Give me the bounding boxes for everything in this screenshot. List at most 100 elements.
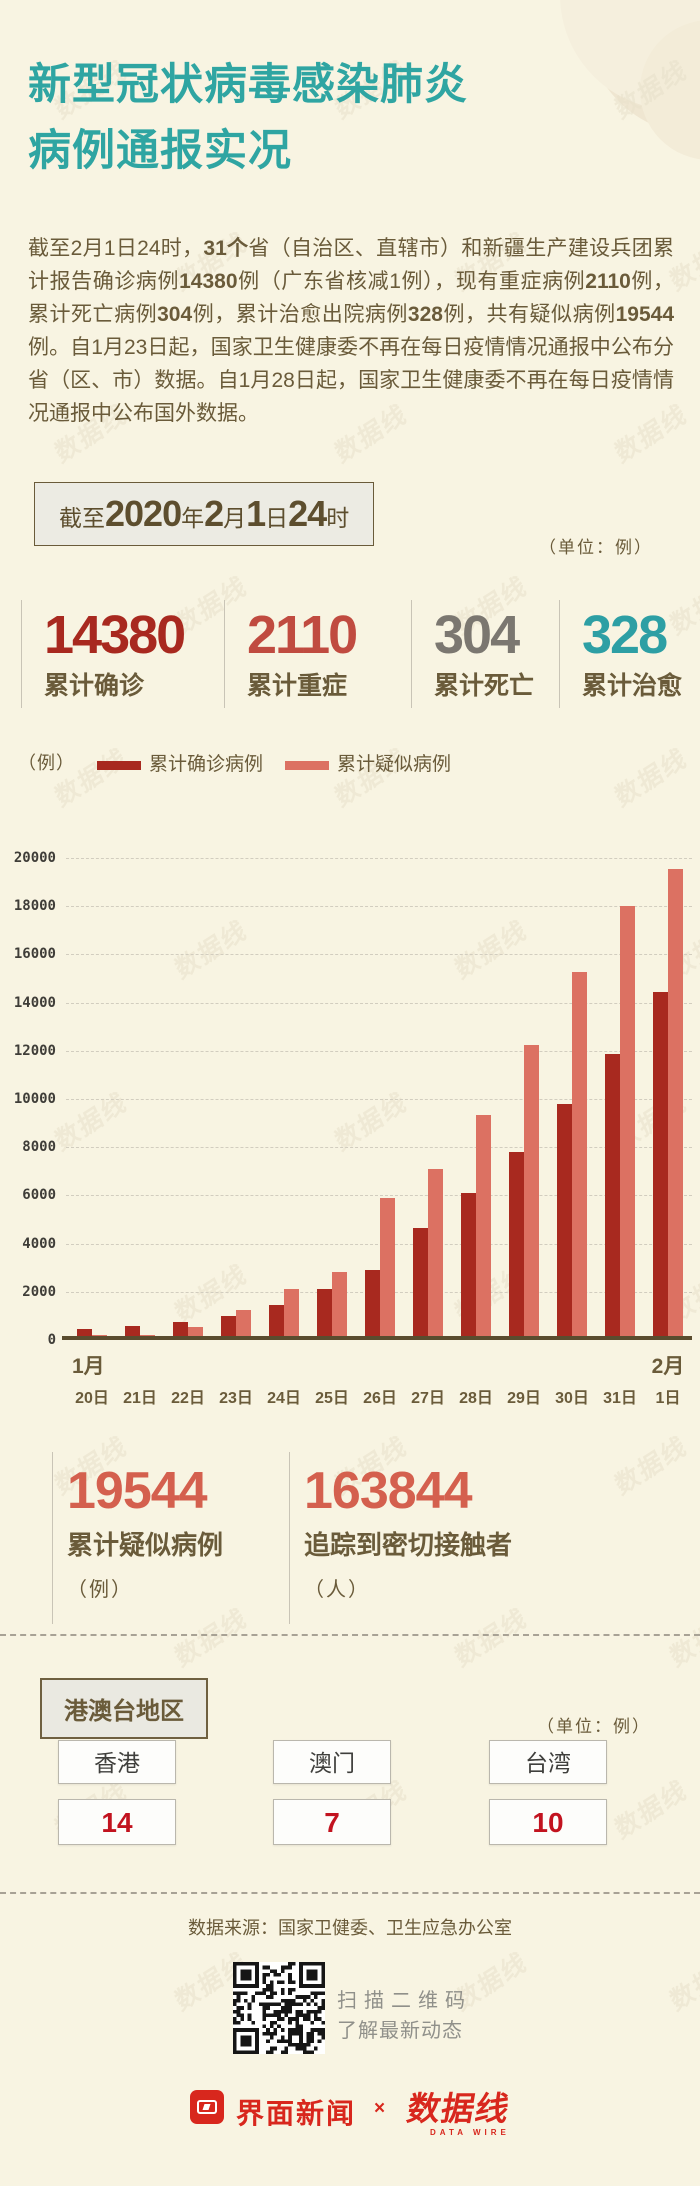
brand-datawire-logo: 数据线 bbox=[404, 2090, 513, 2127]
bar-group-28日 bbox=[452, 858, 500, 1336]
intro-text: 例，共有疑似病例 bbox=[442, 303, 616, 326]
region-name-台湾: 台湾 bbox=[489, 1740, 607, 1784]
day-label-26日: 26日 bbox=[363, 1390, 397, 1407]
banner-number: 1 bbox=[246, 493, 266, 534]
unit-note-hmt: （单位：例） bbox=[537, 1717, 651, 1736]
stat-label: 累计死亡 bbox=[434, 672, 535, 700]
intro-text: 例，累计治愈出院病例 bbox=[192, 303, 408, 326]
bar-suspected-24日 bbox=[284, 1289, 299, 1336]
bar-suspected-27日 bbox=[428, 1169, 443, 1336]
bar-group-27日 bbox=[404, 858, 452, 1336]
bar-suspected-28日 bbox=[476, 1115, 491, 1336]
qr-pattern bbox=[233, 1962, 325, 2054]
bar-confirmed-30日 bbox=[557, 1104, 572, 1336]
banner-number: 24 bbox=[288, 493, 327, 534]
bar-confirmed-24日 bbox=[269, 1305, 284, 1336]
day-label-30日: 30日 bbox=[555, 1390, 589, 1407]
bar-group-26日 bbox=[356, 858, 404, 1336]
gridline-10000 bbox=[66, 1099, 692, 1100]
stat-value: 2110 bbox=[247, 605, 358, 665]
y-tick-16000: 16000 bbox=[13, 946, 56, 963]
y-tick-6000: 6000 bbox=[22, 1187, 56, 1204]
legend-swatch bbox=[285, 760, 330, 770]
intro-text: 截至2月1日24时， bbox=[28, 237, 204, 260]
secondary-stat-label: 累计疑似病例 bbox=[67, 1530, 224, 1560]
y-tick-8000: 8000 bbox=[22, 1139, 56, 1156]
bar-group-23日 bbox=[212, 858, 260, 1336]
day-label-25日: 25日 bbox=[315, 1390, 349, 1407]
secondary-stat-value: 19544 bbox=[67, 1462, 208, 1520]
legend-swatch bbox=[97, 760, 141, 770]
gridline-14000 bbox=[66, 1002, 692, 1004]
day-label-27日: 27日 bbox=[411, 1390, 445, 1407]
brand-datawire-sub: DATA WIRE bbox=[430, 2128, 510, 2137]
divider-dashed bbox=[0, 1892, 700, 1894]
day-label-29日: 29日 bbox=[507, 1390, 541, 1407]
gridline-16000 bbox=[66, 954, 692, 956]
stat-value: 14380 bbox=[44, 605, 186, 665]
unit-note-top: （单位：例） bbox=[539, 538, 653, 557]
intro-text: 例（广东省核减1例），现有重症病例 bbox=[237, 270, 586, 293]
bar-suspected-25日 bbox=[332, 1271, 347, 1336]
x-axis-labels: 20日 21日 22日 23日 24日 25日 26日 27日 28日 29日 30日 31日 1日 bbox=[68, 1384, 692, 1408]
y-tick-14000: 14000 bbox=[13, 994, 56, 1011]
region-value-澳门: 7 bbox=[273, 1799, 391, 1845]
intro-highlight: 2110 bbox=[585, 270, 631, 293]
bar-suspected-30日 bbox=[572, 971, 587, 1336]
bar-suspected-26日 bbox=[380, 1197, 395, 1336]
secondary-stat-累计疑似病例: 19544 累计疑似病例 （例） bbox=[52, 1452, 282, 1624]
month-label-jan: 1月 bbox=[72, 1355, 105, 1378]
bar-suspected-22日 bbox=[188, 1326, 203, 1336]
intro-highlight: 14380 bbox=[179, 270, 238, 293]
day-label-28日: 28日 bbox=[459, 1390, 493, 1407]
page-title-line2: 病例通报实况 bbox=[28, 127, 292, 175]
stat-label: 累计治愈 bbox=[582, 672, 683, 700]
intro-text: 省（自治区、直辖市）和新疆生产建设兵团累计报告确诊病例 bbox=[28, 237, 675, 293]
gridline-6000 bbox=[66, 1195, 692, 1197]
banner-text: 时 bbox=[326, 505, 350, 531]
jiemian-glyph bbox=[197, 2100, 217, 2114]
bar-confirmed-1日 bbox=[653, 992, 668, 1336]
qr-caption-line2: 了解最新动态 bbox=[337, 2020, 463, 2042]
data-source-text: 数据来源：国家卫健委、卫生应急办公室 bbox=[188, 1918, 512, 1938]
secondary-stat-unit: （人） bbox=[304, 1579, 370, 1601]
legend-unit-label: （例） bbox=[18, 753, 75, 773]
stat-column-累计重症: 2110 累计重症 bbox=[224, 600, 411, 708]
stat-column-累计确诊: 14380 累计确诊 bbox=[21, 600, 224, 708]
bar-confirmed-27日 bbox=[413, 1228, 428, 1336]
intro-highlight: 19544 bbox=[615, 303, 675, 326]
intro-text: 例。自1月23日起，国家卫生健康委不再在每日疫情情况通报中公布分省（区、市）数据… bbox=[28, 336, 674, 425]
day-label-23日: 23日 bbox=[219, 1390, 253, 1407]
bar-confirmed-31日 bbox=[605, 1054, 620, 1336]
bar-confirmed-29日 bbox=[509, 1151, 524, 1336]
day-label-21日: 21日 bbox=[123, 1390, 157, 1407]
bar-group-21日 bbox=[116, 858, 164, 1336]
bar-group-22日 bbox=[164, 858, 212, 1336]
qr-caption-line1: 扫描二维码 bbox=[337, 1990, 472, 2012]
y-tick-10000: 10000 bbox=[13, 1091, 56, 1107]
page-title-line1: 新型冠状病毒感染肺炎 bbox=[28, 61, 468, 109]
y-tick-18000: 18000 bbox=[13, 898, 56, 915]
gridline-20000 bbox=[66, 858, 692, 859]
qr-code bbox=[233, 1962, 325, 2054]
bar-group-24日 bbox=[260, 858, 308, 1336]
gridline-8000 bbox=[66, 1147, 692, 1149]
bar-confirmed-26日 bbox=[365, 1270, 380, 1336]
bar-group-29日 bbox=[500, 858, 548, 1336]
bar-suspected-20日 bbox=[92, 1334, 107, 1336]
bar-suspected-23日 bbox=[236, 1310, 251, 1336]
intro-text: 例，累计死亡病例 bbox=[28, 270, 675, 326]
secondary-stat-unit: （例） bbox=[67, 1579, 133, 1601]
jiemian-logo-icon bbox=[190, 2090, 224, 2124]
y-tick-20000: 20000 bbox=[13, 850, 56, 866]
banner-number: 2020 bbox=[105, 493, 182, 534]
bar-group-1日 bbox=[644, 858, 692, 1336]
bar-confirmed-22日 bbox=[173, 1322, 188, 1336]
banner-text: 月 bbox=[223, 505, 247, 531]
banner-number: 2 bbox=[204, 493, 224, 534]
date-banner: 截至2020年2月1日24时 bbox=[34, 482, 375, 546]
banner-text: 日 bbox=[265, 505, 289, 531]
bar-group-20日 bbox=[68, 858, 116, 1336]
